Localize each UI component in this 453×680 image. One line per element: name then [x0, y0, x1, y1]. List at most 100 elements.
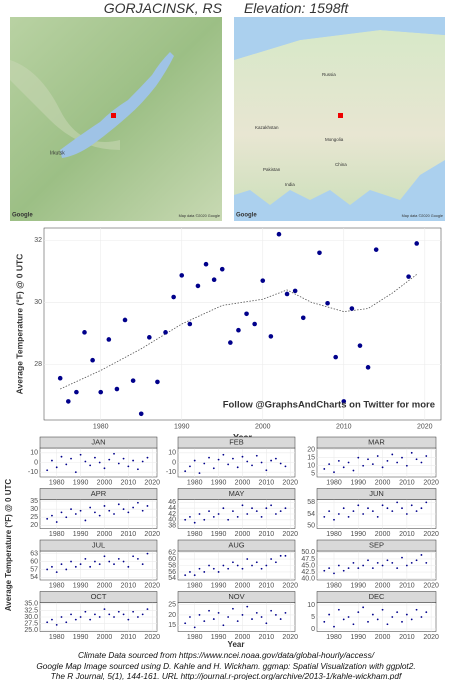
- data-point: [117, 558, 120, 560]
- data-point: [292, 288, 298, 294]
- data-point: [228, 340, 233, 345]
- data-point: [396, 501, 399, 504]
- data-point: [241, 614, 244, 616]
- data-point: [362, 564, 365, 567]
- data-point: [94, 560, 96, 563]
- x-tick-label: 2010: [121, 480, 137, 487]
- data-point: [70, 508, 72, 511]
- data-point: [420, 554, 423, 556]
- x-tick-label: 1980: [49, 531, 65, 538]
- data-point: [270, 609, 273, 612]
- x-tick-label: 2000: [97, 480, 113, 487]
- data-point: [198, 567, 201, 570]
- data-point: [352, 510, 355, 512]
- data-point: [270, 504, 273, 507]
- data-point: [244, 311, 249, 317]
- x-tick-label: 2010: [399, 531, 415, 538]
- y-tick-label: 20: [307, 446, 315, 453]
- data-point: [265, 469, 268, 472]
- x-tick-label: 2010: [336, 424, 352, 431]
- data-point: [84, 460, 87, 463]
- data-point: [328, 510, 331, 512]
- data-point: [222, 624, 225, 627]
- data-point: [357, 567, 360, 570]
- data-point: [55, 466, 58, 469]
- data-point: [113, 616, 115, 618]
- data-point: [236, 564, 239, 567]
- data-point: [241, 567, 244, 570]
- data-point: [376, 516, 379, 518]
- y-tick-label: 30: [30, 506, 38, 513]
- data-point: [274, 457, 277, 460]
- data-point: [401, 620, 403, 623]
- x-tick-label: 2020: [282, 480, 298, 487]
- data-point: [414, 241, 419, 246]
- data-point: [146, 552, 149, 555]
- data-point: [65, 516, 68, 519]
- y-tick-label: 30.0: [24, 614, 38, 621]
- data-point: [127, 565, 130, 568]
- data-point: [187, 321, 193, 327]
- y-tick-label: 30: [34, 299, 42, 306]
- data-point: [70, 613, 72, 616]
- facet-title: JAN: [91, 438, 105, 447]
- x-tick-label: 1980: [326, 634, 342, 641]
- data-point: [279, 462, 282, 465]
- plot-area: [39, 550, 158, 581]
- data-point: [347, 461, 350, 464]
- data-point: [79, 509, 82, 512]
- data-point: [274, 614, 277, 616]
- data-point: [232, 561, 234, 564]
- data-point: [342, 507, 345, 510]
- x-tick-label: 2020: [282, 531, 298, 538]
- data-point: [198, 614, 201, 616]
- x-tick-label: 2000: [97, 583, 113, 590]
- x-tick-label: 2010: [399, 583, 415, 590]
- data-point: [193, 521, 196, 524]
- data-point: [401, 556, 403, 559]
- facet-strip: [316, 488, 437, 500]
- facet-strip: [316, 591, 437, 603]
- data-point: [122, 457, 125, 460]
- data-point: [117, 610, 120, 613]
- x-tick-label: 2020: [144, 531, 160, 538]
- data-point: [410, 561, 413, 564]
- data-point: [357, 611, 360, 614]
- data-point: [117, 462, 120, 465]
- data-point: [217, 513, 220, 515]
- data-point: [342, 466, 345, 469]
- facet-title: SEP: [369, 541, 384, 550]
- y-tick-label: 54: [30, 574, 38, 581]
- data-point: [114, 386, 120, 392]
- x-tick-label: 1990: [73, 583, 89, 590]
- data-point: [333, 518, 335, 521]
- data-point: [410, 504, 413, 507]
- data-point: [279, 554, 282, 557]
- data-point: [198, 472, 201, 475]
- y-tick-label: 20: [30, 522, 38, 529]
- data-point: [265, 622, 268, 625]
- data-point: [108, 509, 111, 512]
- data-point: [189, 465, 191, 468]
- data-point: [323, 468, 326, 470]
- data-point: [232, 457, 234, 460]
- plot-area: [316, 447, 437, 478]
- data-point: [232, 607, 234, 610]
- y-tick-label: 10: [30, 450, 38, 457]
- y-tick-label: 54: [307, 511, 315, 518]
- x-tick-label: 2020: [144, 480, 160, 487]
- y-tick-label: 58: [168, 562, 176, 569]
- x-tick-label: 2000: [375, 480, 391, 487]
- data-point: [337, 459, 340, 462]
- data-point: [352, 561, 355, 564]
- data-point: [284, 507, 287, 510]
- x-tick-label: 1980: [326, 531, 342, 538]
- data-point: [98, 461, 101, 464]
- map-logo: Google: [12, 213, 33, 219]
- data-point: [268, 334, 274, 339]
- x-tick-label: 2010: [399, 480, 415, 487]
- x-tick-label: 2020: [282, 583, 298, 590]
- x-tick-label: 2000: [375, 531, 391, 538]
- x-tick-label: 1980: [187, 634, 203, 641]
- data-point: [425, 501, 428, 504]
